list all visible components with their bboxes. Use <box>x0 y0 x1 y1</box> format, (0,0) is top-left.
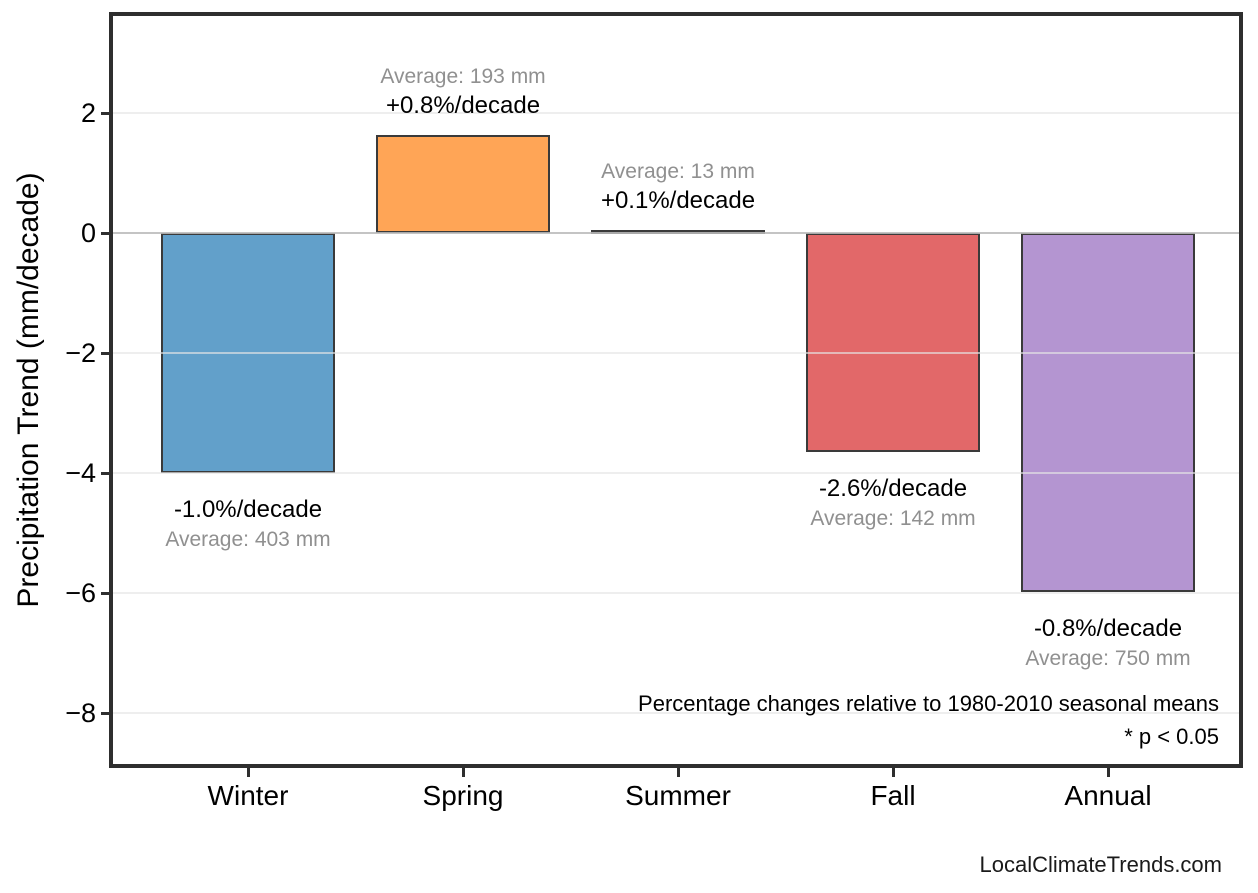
annotation-methodology: Percentage changes relative to 1980-2010… <box>638 691 1219 716</box>
annotation-significance: * p < 0.05 <box>1124 724 1219 749</box>
x-tick-mark <box>461 768 465 777</box>
x-tick-label-fall: Fall <box>870 780 916 811</box>
x-tick-label-annual: Annual <box>1064 780 1152 811</box>
y-tick-label: −2 <box>65 338 96 368</box>
x-tick-mark <box>1106 768 1110 777</box>
average-label: Average: 403 mm <box>165 528 331 551</box>
y-tick-mark <box>101 472 110 475</box>
bar-label-fall: -2.6%/decade Average: 142 mm <box>743 474 1043 533</box>
pct-change-label: -0.8%/decade <box>1033 615 1183 642</box>
chart-annotation: Percentage changes relative to 1980-2010… <box>638 687 1219 753</box>
bar-fall <box>806 233 980 452</box>
gridline <box>113 712 1239 714</box>
pct-change-label: +0.1%/decade <box>600 187 756 214</box>
average-label: Average: 193 mm <box>380 65 546 88</box>
plot-inner: -1.0%/decade Average: 403 mm Average: 19… <box>113 16 1239 764</box>
average-label: Average: 13 mm <box>601 160 755 183</box>
y-tick-mark <box>101 232 110 235</box>
y-tick-mark <box>101 352 110 355</box>
bar-spring <box>376 135 550 233</box>
y-tick-mark <box>101 592 110 595</box>
y-tick-mark <box>101 712 110 715</box>
bar-label-annual: -0.8%/decade Average: 750 mm <box>958 614 1258 673</box>
pct-change-label: +0.8%/decade <box>385 92 541 119</box>
bar-label-winter: -1.0%/decade Average: 403 mm <box>98 495 398 554</box>
x-tick-mark <box>676 768 680 777</box>
bar-label-spring: Average: 193 mm +0.8%/decade <box>313 62 613 121</box>
y-tick-label: −4 <box>65 458 96 488</box>
x-tick-label-winter: Winter <box>207 780 289 811</box>
y-tick-mark <box>101 112 110 115</box>
y-tick-label: −6 <box>65 578 96 608</box>
y-tick-label: 0 <box>80 218 96 248</box>
plot-area: -1.0%/decade Average: 403 mm Average: 19… <box>109 12 1243 768</box>
y-tick-label: −8 <box>65 698 96 728</box>
gridline <box>113 592 1239 594</box>
gridline <box>113 472 1239 474</box>
x-tick-label-spring: Spring <box>422 780 504 811</box>
bar-label-summer: Average: 13 mm +0.1%/decade <box>528 157 828 216</box>
pct-change-label: -2.6%/decade <box>818 475 968 502</box>
pct-change-label: -1.0%/decade <box>173 496 323 523</box>
average-label: Average: 750 mm <box>1025 647 1191 670</box>
watermark-text: LocalClimateTrends.com <box>979 852 1223 877</box>
gridline <box>113 352 1239 354</box>
gridline <box>113 112 1239 114</box>
x-tick-mark <box>891 768 895 777</box>
bar-annual <box>1021 233 1195 592</box>
gridline <box>113 232 1239 234</box>
average-label: Average: 142 mm <box>810 507 976 530</box>
x-tick-mark <box>246 768 250 777</box>
y-tick-label: 2 <box>80 98 96 128</box>
x-tick-label-summer: Summer <box>625 780 731 811</box>
